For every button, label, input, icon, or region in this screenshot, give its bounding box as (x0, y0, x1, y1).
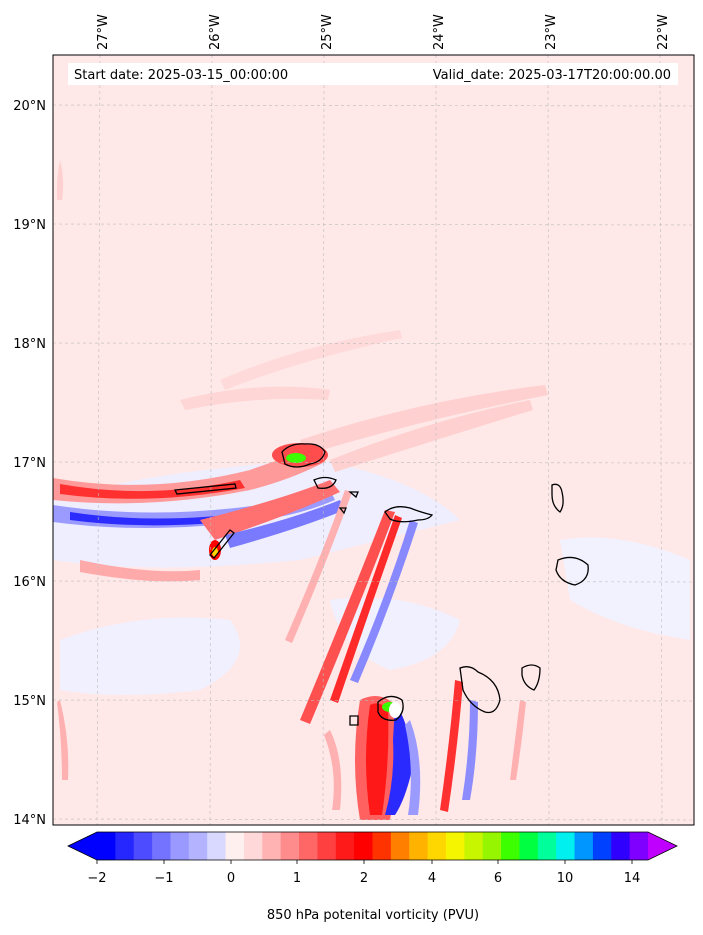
colorbar-tick-label: 1 (293, 871, 301, 886)
colorbar-cell (501, 832, 520, 860)
colorbar-tick-label: −2 (87, 871, 106, 886)
lon-labels: 27°W 26°W 25°W 24°W 23°W 22°W (96, 14, 671, 50)
lat-tick-15n: 15°N (13, 694, 46, 709)
valid-date-label: Valid_date: 2025-03-17T20:00:00.00 (433, 68, 671, 83)
colorbar-extend-low (68, 832, 97, 860)
colorbar-title: 850 hPa potenital vorticity (PVU) (267, 908, 479, 923)
island-boa-vista (555, 556, 589, 586)
lat-tick-14n: 14°N (13, 813, 46, 828)
colorbar-cell (592, 832, 612, 860)
island-santo-antao (281, 443, 326, 468)
colorbar-cell (299, 832, 318, 860)
island-sao-vicente (313, 476, 337, 489)
colorbar-cell (611, 832, 631, 860)
colorbar-cell (115, 832, 135, 860)
coastlines (173, 443, 589, 726)
colorbar-cell (317, 832, 337, 860)
island-sao-nicolau (384, 506, 434, 523)
colorbar-extend-high (648, 832, 677, 860)
colorbar-tick-label: −1 (154, 871, 173, 886)
colorbar-cell (354, 832, 373, 860)
gridlines (53, 55, 694, 825)
colorbar-cell (97, 832, 116, 860)
colorbar-tick-label: 14 (624, 871, 641, 886)
colorbar-cell (372, 832, 392, 860)
colorbar-cell (243, 832, 263, 860)
colorbar-cell (133, 832, 153, 860)
colorbar-cell (335, 832, 355, 860)
colorbar-tick-label: 0 (227, 871, 235, 886)
colorbar-cell (519, 832, 539, 860)
lon-tick-26w: 26°W (208, 14, 223, 50)
colorbar-tick-label: 4 (428, 871, 436, 886)
lat-tick-16n: 16°N (13, 575, 46, 590)
colorbar-cell (464, 832, 484, 860)
start-date-label: Start date: 2025-03-15_00:00:00 (74, 68, 288, 83)
lat-tick-20n: 20°N (13, 99, 46, 114)
colorbar-cell (390, 832, 410, 860)
island-fogo (377, 695, 404, 721)
lon-tick-27w: 27°W (96, 14, 111, 50)
lon-tick-24w: 24°W (432, 14, 447, 50)
colorbar-tick-label: 10 (557, 871, 574, 886)
lon-tick-22w: 22°W (656, 14, 671, 50)
vorticity-field (53, 160, 690, 820)
colorbar-cell (170, 832, 190, 860)
info-box (68, 63, 678, 85)
colorbar-cell (574, 832, 594, 860)
colorbar-tick-label: 2 (360, 871, 368, 886)
colorbar-cell (188, 832, 208, 860)
map-frame (52, 54, 695, 826)
colorbar-cell (152, 832, 171, 860)
lat-tick-17n: 17°N (13, 456, 46, 471)
colorbar-cell (225, 832, 245, 860)
lon-tick-25w: 25°W (320, 14, 335, 50)
colorbar-cell (445, 832, 465, 860)
colorbar-cell (556, 832, 575, 860)
colorbar-cell (409, 832, 428, 860)
colorbar: −2 −1 0 1 2 4 6 10 14 850 hPa potenital vorticit… (67, 831, 678, 923)
colorbar-cell (427, 832, 447, 860)
island-maio (521, 664, 541, 691)
colorbar-cell (629, 832, 649, 860)
colorbar-cell (280, 832, 300, 860)
colorbar-cell (262, 832, 282, 860)
colorbar-cell (537, 832, 557, 860)
island-santiago (459, 666, 501, 714)
colorbar-cell (482, 832, 502, 860)
island-sal (551, 483, 564, 513)
colorbar-cell (207, 832, 226, 860)
lat-labels: 20°N 19°N 18°N 17°N 16°N 15°N 14°N (13, 99, 46, 828)
island-brava (349, 715, 359, 726)
colorbar-tick-label: 6 (494, 871, 502, 886)
lon-tick-23w: 23°W (544, 14, 559, 50)
lat-tick-18n: 18°N (13, 337, 46, 352)
lat-tick-19n: 19°N (13, 218, 46, 233)
